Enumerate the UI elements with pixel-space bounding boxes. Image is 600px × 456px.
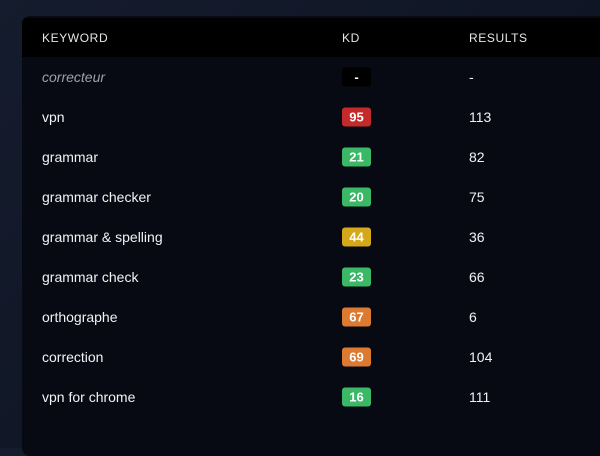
kd-cell: 16 [342, 387, 371, 407]
kd-cell: - [342, 67, 371, 87]
results-cell: 82 [469, 149, 485, 165]
results-cell: - [469, 69, 474, 85]
header-results[interactable]: RESULTS [469, 31, 528, 45]
table-header: KEYWORD KD RESULTS [22, 18, 600, 57]
kd-badge: 21 [342, 147, 371, 167]
keyword-table: KEYWORD KD RESULTS correcteur - - vpn 95 … [22, 16, 600, 456]
keyword-cell[interactable]: grammar checker [42, 189, 151, 205]
header-kd[interactable]: KD [342, 31, 360, 45]
kd-badge: - [342, 67, 371, 87]
kd-cell: 23 [342, 267, 371, 287]
table-row[interactable]: grammar & spelling 44 36 [22, 217, 600, 257]
table-row[interactable]: grammar checker 20 75 [22, 177, 600, 217]
results-cell: 104 [469, 349, 493, 365]
table-row[interactable]: vpn for chrome 16 111 [22, 377, 600, 417]
kd-badge: 44 [342, 227, 371, 247]
results-cell: 66 [469, 269, 485, 285]
kd-badge: 20 [342, 187, 371, 207]
keyword-cell[interactable]: vpn for chrome [42, 389, 136, 405]
results-cell: 6 [469, 309, 477, 325]
table-row[interactable]: grammar 21 82 [22, 137, 600, 177]
results-cell: 75 [469, 189, 485, 205]
kd-cell: 21 [342, 147, 371, 167]
table-row[interactable]: orthographe 67 6 [22, 297, 600, 337]
kd-badge: 69 [342, 347, 371, 367]
kd-cell: 67 [342, 307, 371, 327]
kd-cell: 44 [342, 227, 371, 247]
keyword-cell[interactable]: correction [42, 349, 104, 365]
table-row[interactable]: correcteur - - [22, 57, 600, 97]
kd-badge: 23 [342, 267, 371, 287]
keyword-cell[interactable]: grammar & spelling [42, 229, 163, 245]
header-keyword[interactable]: KEYWORD [42, 31, 109, 45]
keyword-cell[interactable]: grammar check [42, 269, 139, 285]
keyword-cell[interactable]: orthographe [42, 309, 118, 325]
kd-cell: 69 [342, 347, 371, 367]
kd-badge: 16 [342, 387, 371, 407]
kd-badge: 95 [342, 107, 371, 127]
table-row[interactable]: vpn 95 113 [22, 97, 600, 137]
results-cell: 111 [469, 389, 491, 405]
keyword-cell[interactable]: vpn [42, 109, 65, 125]
table-row[interactable]: grammar check 23 66 [22, 257, 600, 297]
kd-badge: 67 [342, 307, 371, 327]
results-cell: 113 [469, 109, 492, 125]
keyword-cell[interactable]: grammar [42, 149, 99, 165]
keyword-cell[interactable]: correcteur [42, 69, 106, 85]
kd-cell: 20 [342, 187, 371, 207]
kd-cell: 95 [342, 107, 371, 127]
results-cell: 36 [469, 229, 485, 245]
table-row[interactable]: correction 69 104 [22, 337, 600, 377]
